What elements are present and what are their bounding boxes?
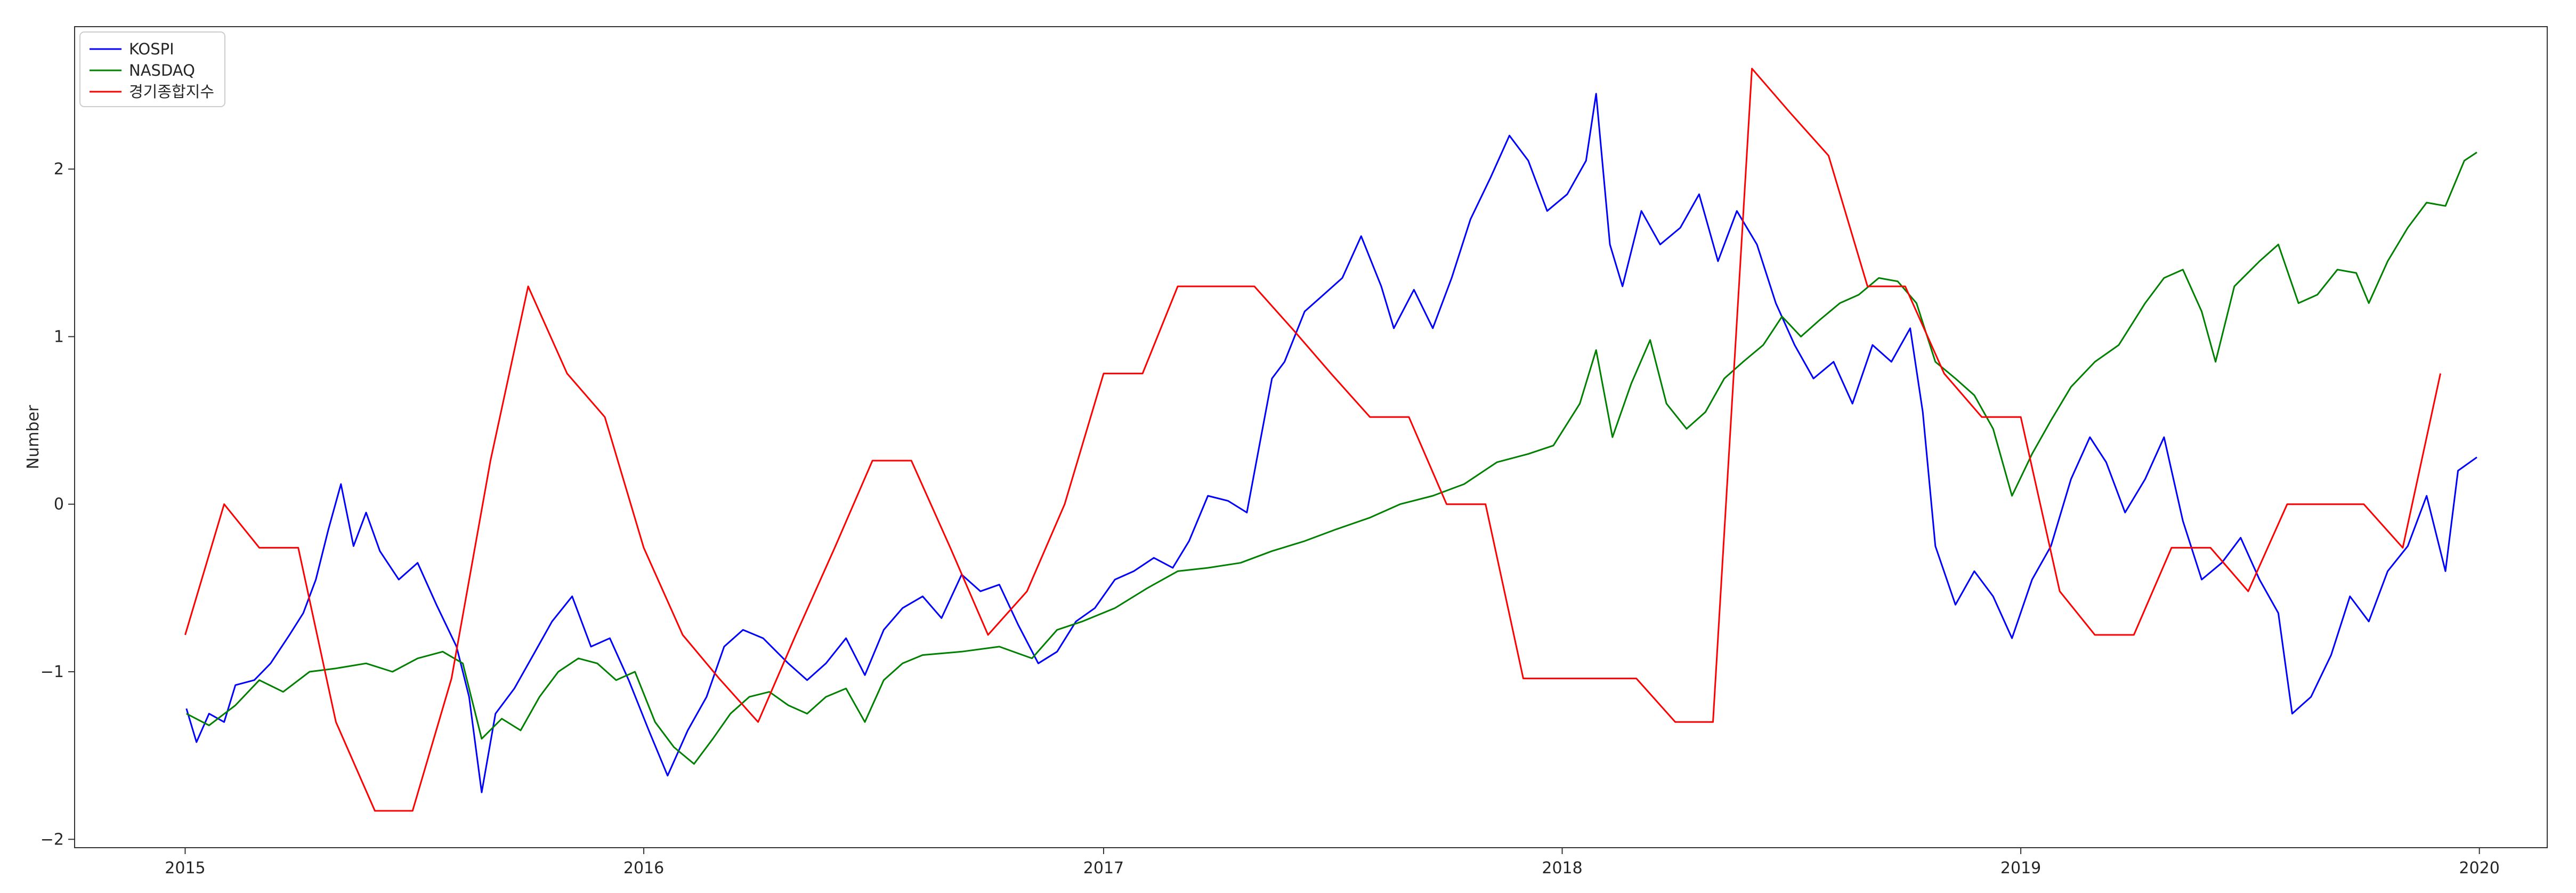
y-tick-label: 2 [54,160,64,179]
x-tick-label: 2018 [1542,859,1582,878]
series-line-1 [185,93,2477,793]
legend: KOSPI NASDAQ 경기종합지수 [79,31,225,107]
series-layer [184,68,2477,812]
x-tick-label: 2015 [165,859,205,878]
y-tick-label: 0 [54,495,64,514]
x-tick-label: 2016 [623,859,664,878]
legend-label: NASDAQ [129,61,195,79]
series-line-2 [186,151,2477,765]
y-axis-label: Number [24,405,43,469]
x-tick-label: 2019 [2000,859,2041,878]
legend-box [79,31,225,107]
legend-label: 경기종합지수 [129,83,214,101]
x-axis: 2015 2016 2017 2018 2019 2020 [165,848,2500,878]
x-tick-label: 2020 [2459,859,2500,878]
y-tick-label: 1 [54,327,64,346]
y-axis: −2 −1 0 1 2 [40,160,75,849]
y-tick-label: −2 [40,830,64,849]
plot-area [74,26,2548,848]
legend-label: KOSPI [129,40,174,58]
y-tick-label: −1 [40,663,64,681]
x-tick-label: 2017 [1083,859,1124,878]
series-line-3 [184,68,2442,812]
